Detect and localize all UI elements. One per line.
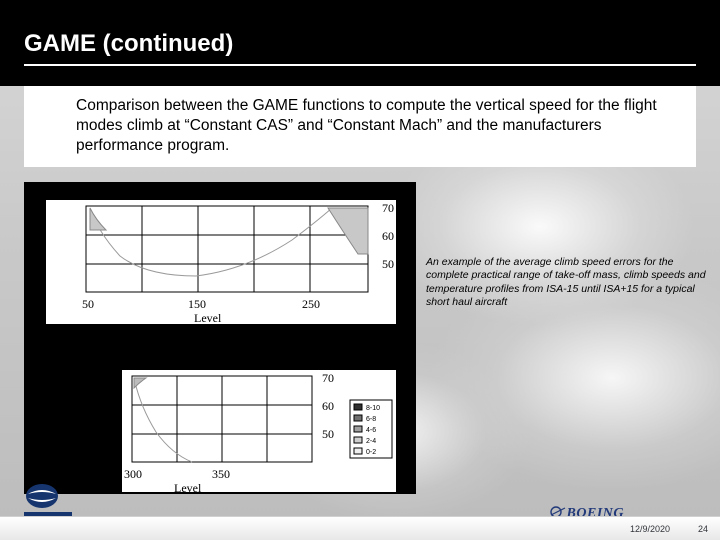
title-bar: GAME (continued) <box>0 0 720 86</box>
svg-text:50: 50 <box>382 257 394 271</box>
svg-text:70: 70 <box>322 371 334 385</box>
top-chart-grid <box>86 206 368 292</box>
svg-text:50: 50 <box>82 297 94 311</box>
svg-text:6-8: 6-8 <box>366 416 376 423</box>
slide-title: GAME (continued) <box>24 30 720 58</box>
title-underline <box>24 64 696 66</box>
svg-text:8-10: 8-10 <box>366 405 380 412</box>
bottom-chart: 70 60 50 300 Level 350 8-10 6-8 4-6 2-4 <box>122 370 396 492</box>
svg-text:250: 250 <box>302 297 320 311</box>
top-chart-ytick-labels: 70 60 50 <box>382 201 394 271</box>
body-paragraph: Comparison between the GAME functions to… <box>76 96 688 155</box>
footer-bar: 12/9/2020 24 <box>0 516 720 540</box>
bottom-chart-ytick-labels: 70 60 50 <box>322 371 334 441</box>
svg-text:350: 350 <box>212 467 230 481</box>
bottom-chart-legend: 8-10 6-8 4-6 2-4 0-2 <box>350 400 392 458</box>
svg-text:150: 150 <box>188 297 206 311</box>
figure-block: 70 60 50 50 150 250 Level <box>24 182 416 494</box>
bottom-chart-xtick-labels: 300 Level 350 <box>124 467 230 492</box>
top-chart-xtick-labels: 50 150 250 Level <box>82 297 320 324</box>
footer-date: 12/9/2020 <box>630 524 670 534</box>
figure-caption: An example of the average climb speed er… <box>426 256 708 310</box>
eurocontrol-logo-icon <box>22 482 74 518</box>
svg-text:4-6: 4-6 <box>366 427 376 434</box>
svg-text:2-4: 2-4 <box>366 438 376 445</box>
svg-text:60: 60 <box>322 399 334 413</box>
svg-text:70: 70 <box>382 201 394 215</box>
top-chart: 70 60 50 50 150 250 Level <box>46 200 396 324</box>
body-paragraph-container: Comparison between the GAME functions to… <box>24 86 696 167</box>
svg-text:0-2: 0-2 <box>366 449 376 456</box>
svg-text:50: 50 <box>322 427 334 441</box>
bottom-chart-grid <box>132 376 312 462</box>
svg-text:300: 300 <box>124 467 142 481</box>
top-chart-xlabel: Level <box>194 311 222 324</box>
footer-page-number: 24 <box>698 524 708 534</box>
svg-text:60: 60 <box>382 229 394 243</box>
bottom-chart-xlabel: Level <box>174 481 202 492</box>
